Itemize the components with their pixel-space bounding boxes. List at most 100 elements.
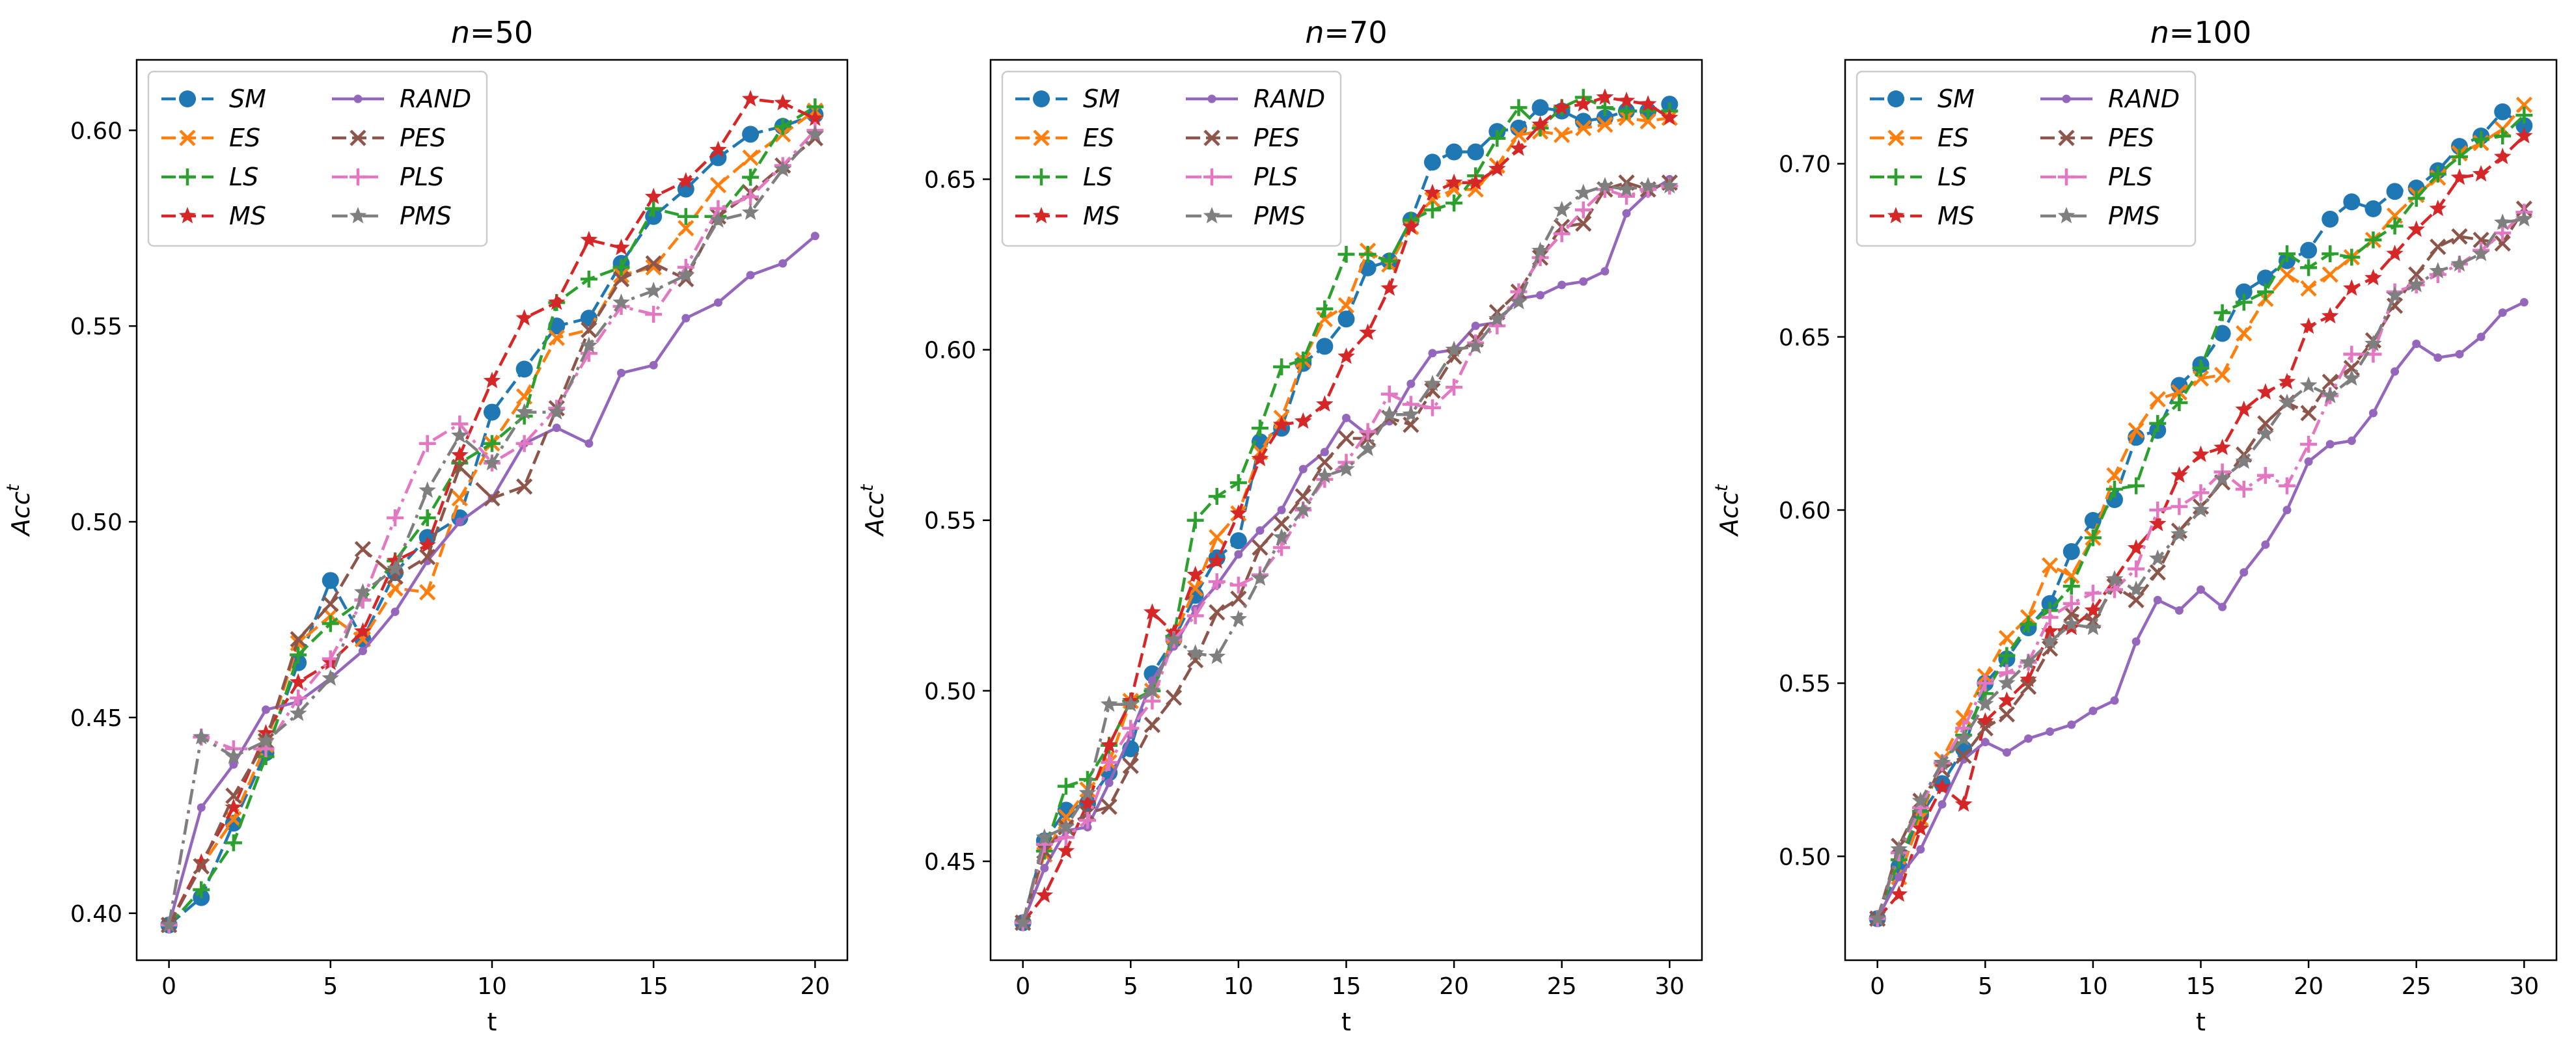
y-tick-label: 0.65 [1779, 325, 1831, 351]
legend-item-sm: SM [1870, 85, 1975, 113]
legend-label: PLS [400, 163, 444, 191]
data-point [1359, 423, 1377, 440]
data-point [1229, 474, 1247, 492]
data-point [2041, 622, 2059, 639]
data-point [1661, 109, 1679, 126]
data-point [2192, 501, 2210, 518]
data-point [1998, 647, 2016, 664]
legend-item-pes: PES [2040, 124, 2154, 152]
data-point [2236, 325, 2253, 342]
data-point [2429, 262, 2447, 278]
data-point [1933, 777, 1951, 795]
legend-marker [1887, 207, 1905, 224]
data-point [1510, 126, 1528, 143]
chart-title-value: =50 [470, 15, 533, 50]
data-point [709, 211, 727, 228]
data-point [2391, 367, 2400, 376]
data-point [1536, 291, 1545, 300]
data-point [2304, 457, 2313, 466]
data-point [2407, 220, 2425, 237]
data-point [1916, 845, 1925, 854]
legend-marker [2058, 168, 2075, 185]
data-point [2213, 325, 2231, 342]
data-point [2450, 148, 2468, 166]
data-point [1553, 225, 1570, 243]
data-point [1890, 840, 1908, 857]
data-point [2386, 245, 2404, 262]
data-point [2041, 632, 2059, 649]
data-point [1423, 183, 1442, 200]
data-point [229, 760, 238, 769]
legend-marker [349, 207, 367, 224]
data-point [677, 172, 695, 189]
chart-title: n=100 [2150, 15, 2252, 50]
data-point [1316, 338, 1334, 355]
data-point [2493, 213, 2512, 230]
y-tick-label: 0.55 [70, 314, 122, 340]
data-point [746, 271, 755, 280]
data-point [644, 282, 663, 299]
data-point [2062, 595, 2080, 612]
x-tick-label: 5 [1123, 973, 1138, 1000]
data-point [1359, 439, 1377, 456]
legend-item-rand: RAND [1186, 85, 1325, 113]
data-point [741, 203, 760, 220]
data-point [1955, 709, 1972, 726]
data-point [1078, 794, 1097, 811]
data-point [709, 176, 727, 194]
data-point [1596, 177, 1614, 194]
data-point [1428, 349, 1437, 358]
data-point [645, 200, 663, 217]
x-tick-label: 15 [1332, 973, 1362, 1000]
data-point [2407, 276, 2425, 293]
data-point [2105, 570, 2124, 587]
data-point [1144, 692, 1161, 710]
legend-marker [353, 94, 363, 103]
data-point [1639, 113, 1656, 129]
data-point [2408, 266, 2425, 283]
data-point [1079, 812, 1097, 829]
data-point [1208, 573, 1226, 591]
legend-marker [1033, 90, 1050, 107]
data-point [1014, 913, 1032, 930]
data-point [2171, 498, 2188, 515]
legend-marker [1887, 90, 1904, 107]
x-tick-label: 25 [1547, 973, 1577, 1000]
legend-item-ms: MS [1015, 202, 1120, 230]
data-point [193, 881, 210, 898]
data-point [612, 271, 630, 288]
legend-marker [179, 90, 196, 107]
data-point [2256, 466, 2274, 484]
data-point [612, 238, 630, 256]
data-point [391, 607, 400, 616]
data-point [2494, 103, 2512, 120]
data-point [1977, 695, 1994, 712]
y-axis-label-sup: t [3, 483, 23, 491]
data-point [1575, 120, 1592, 137]
data-point [2128, 560, 2145, 578]
data-point [1446, 143, 1463, 161]
chart-title-n: n [2150, 15, 2169, 50]
legend-marker [1033, 129, 1050, 146]
data-point [2368, 409, 2377, 418]
data-point [1298, 464, 1308, 474]
data-point [1104, 778, 1114, 787]
data-point [2430, 238, 2446, 256]
legend-frame [1001, 70, 1342, 247]
subplot-1: 0 5 10 15 200.400.450.500.550.60tAcctn=50SME… [3, 15, 849, 1036]
data-point [1445, 173, 1463, 191]
data-point [2429, 199, 2447, 217]
data-point [2322, 245, 2339, 263]
y-axis-label: Acct [857, 483, 889, 537]
y-tick-label: 0.60 [1779, 498, 1831, 524]
legend-marker [1203, 129, 1220, 146]
data-point [2192, 484, 2210, 502]
data-point [2149, 502, 2167, 518]
x-tick-label: 15 [638, 973, 668, 1000]
data-point [1596, 116, 1613, 133]
data-point [774, 94, 791, 111]
legend-item-pms: PMS [2040, 202, 2160, 230]
data-point [1557, 280, 1567, 289]
data-point [1337, 460, 1355, 477]
data-point [322, 615, 339, 632]
